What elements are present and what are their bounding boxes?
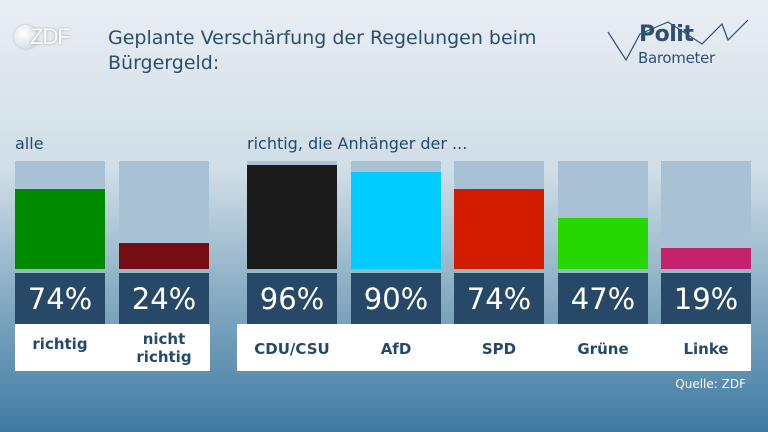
value-label-gr-ne: 47% [558,273,648,324]
group-label-all: alle [15,134,44,153]
label-band-all [15,324,210,371]
value-label-richtig: 74% [15,273,105,324]
chart-title: Geplante Verschärfung der Regelungen bei… [108,27,537,74]
bar-track-nicht-richtig [119,161,209,269]
politbarometer-word-1: Polit [639,22,694,47]
value-label-nicht-richtig: 24% [119,273,209,324]
category-label-richtig: richtig [32,335,88,353]
bar-track-afd [351,161,441,269]
value-label-spd: 74% [454,273,544,324]
category-label-nicht-richtig: nicht richtig [136,330,192,366]
category-label-cdu-csu: CDU/CSU [254,340,330,358]
bar-nicht-richtig [119,243,209,269]
value-label-cdu-csu: 96% [247,273,337,324]
value-label-afd: 90% [351,273,441,324]
category-label-gr-ne: Grüne [577,340,629,358]
bar-gr-ne [558,218,648,269]
zdf-logo-disc-icon [14,25,38,49]
bar-spd [454,189,544,269]
zdf-logo-text: ZDF [30,24,71,49]
politbarometer-trend-icon [607,19,749,62]
source-note: Quelle: ZDF [675,377,746,391]
bar-richtig [15,189,105,269]
bar-track-cdu-csu [247,161,337,269]
category-label-afd: AfD [380,340,412,358]
politbarometer-logo: Polit Barometer [606,14,756,74]
bar-track-richtig [15,161,105,269]
zdf-logo: ZDF [14,23,84,51]
label-band-supporters [237,324,751,371]
politbarometer-word-2: Barometer [638,49,715,67]
group-label-supporters: richtig, die Anhänger der ... [247,134,468,153]
bar-linke [661,248,751,269]
category-label-spd: SPD [481,340,517,358]
value-label-linke: 19% [661,273,751,324]
bar-track-gr-ne [558,161,648,269]
bar-cdu-csu [247,165,337,269]
category-label-linke: Linke [683,340,729,358]
bar-track-spd [454,161,544,269]
bar-afd [351,171,441,269]
bar-track-linke [661,161,751,269]
